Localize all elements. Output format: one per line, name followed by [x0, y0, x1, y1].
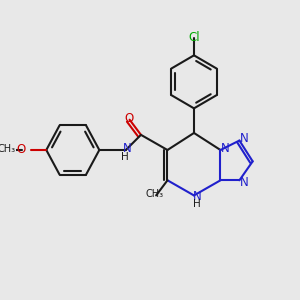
Text: N: N	[240, 132, 248, 145]
Text: N: N	[221, 142, 230, 154]
Text: N: N	[122, 142, 131, 154]
Text: CH₃: CH₃	[145, 190, 163, 200]
Text: H: H	[121, 152, 129, 162]
Text: O: O	[16, 142, 26, 156]
Text: O: O	[124, 112, 133, 125]
Text: H: H	[193, 199, 201, 209]
Text: N: N	[192, 190, 201, 203]
Text: CH₃: CH₃	[0, 144, 16, 154]
Text: Cl: Cl	[188, 31, 200, 44]
Text: N: N	[240, 176, 248, 189]
